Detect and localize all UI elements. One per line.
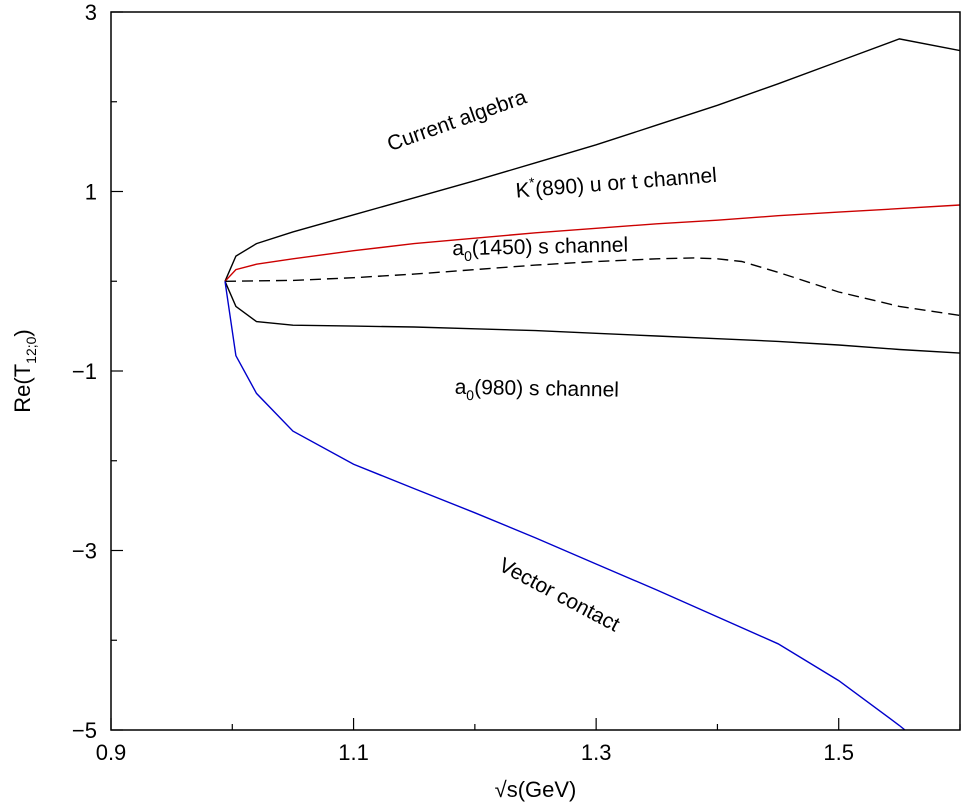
x-tick-label: 1.3 (581, 740, 612, 765)
annotation-rest: (890) u or t channel (534, 164, 717, 201)
series-line-3 (225, 258, 960, 316)
annotation-rest: (1450) s channel (472, 234, 629, 260)
y-axis-label-subscript: 12;0 (23, 336, 39, 363)
series-line-5 (225, 281, 960, 775)
y-tick-label: 1 (85, 180, 97, 205)
x-tick-label: 1.5 (823, 740, 854, 765)
x-axis-label: √s(GeV) (495, 777, 577, 802)
annotation-2: K*(890) u or t channel (515, 160, 718, 203)
annotation-1: Current algebra (384, 85, 530, 155)
annotation-3: a0(1450) s channel (452, 234, 628, 265)
series-line-4 (225, 281, 960, 353)
y-axis-label-close: ) (10, 329, 35, 336)
curve-annotations: Current algebra K*(890) u or t channel a0(… (384, 85, 717, 636)
y-tick-label: −1 (72, 359, 97, 384)
annotation-main: a (452, 237, 464, 260)
annotation-main: a (455, 376, 467, 399)
annotation-4: a0(980) s channel (454, 376, 619, 406)
x-tick-label: 0.9 (96, 740, 127, 765)
plot-frame (111, 12, 960, 730)
y-axis-label: Re(T12;0) (10, 329, 39, 412)
y-tick-label: 3 (85, 0, 97, 25)
y-axis-label-main: Re(T (10, 364, 35, 413)
y-tick-label: −5 (72, 718, 97, 743)
curves (225, 39, 960, 775)
annotation-5: Vector contact (495, 554, 623, 637)
x-tick-label: 1.1 (338, 740, 369, 765)
annotation-rest: (980) s channel (474, 376, 619, 402)
y-tick-label: −3 (72, 539, 97, 564)
